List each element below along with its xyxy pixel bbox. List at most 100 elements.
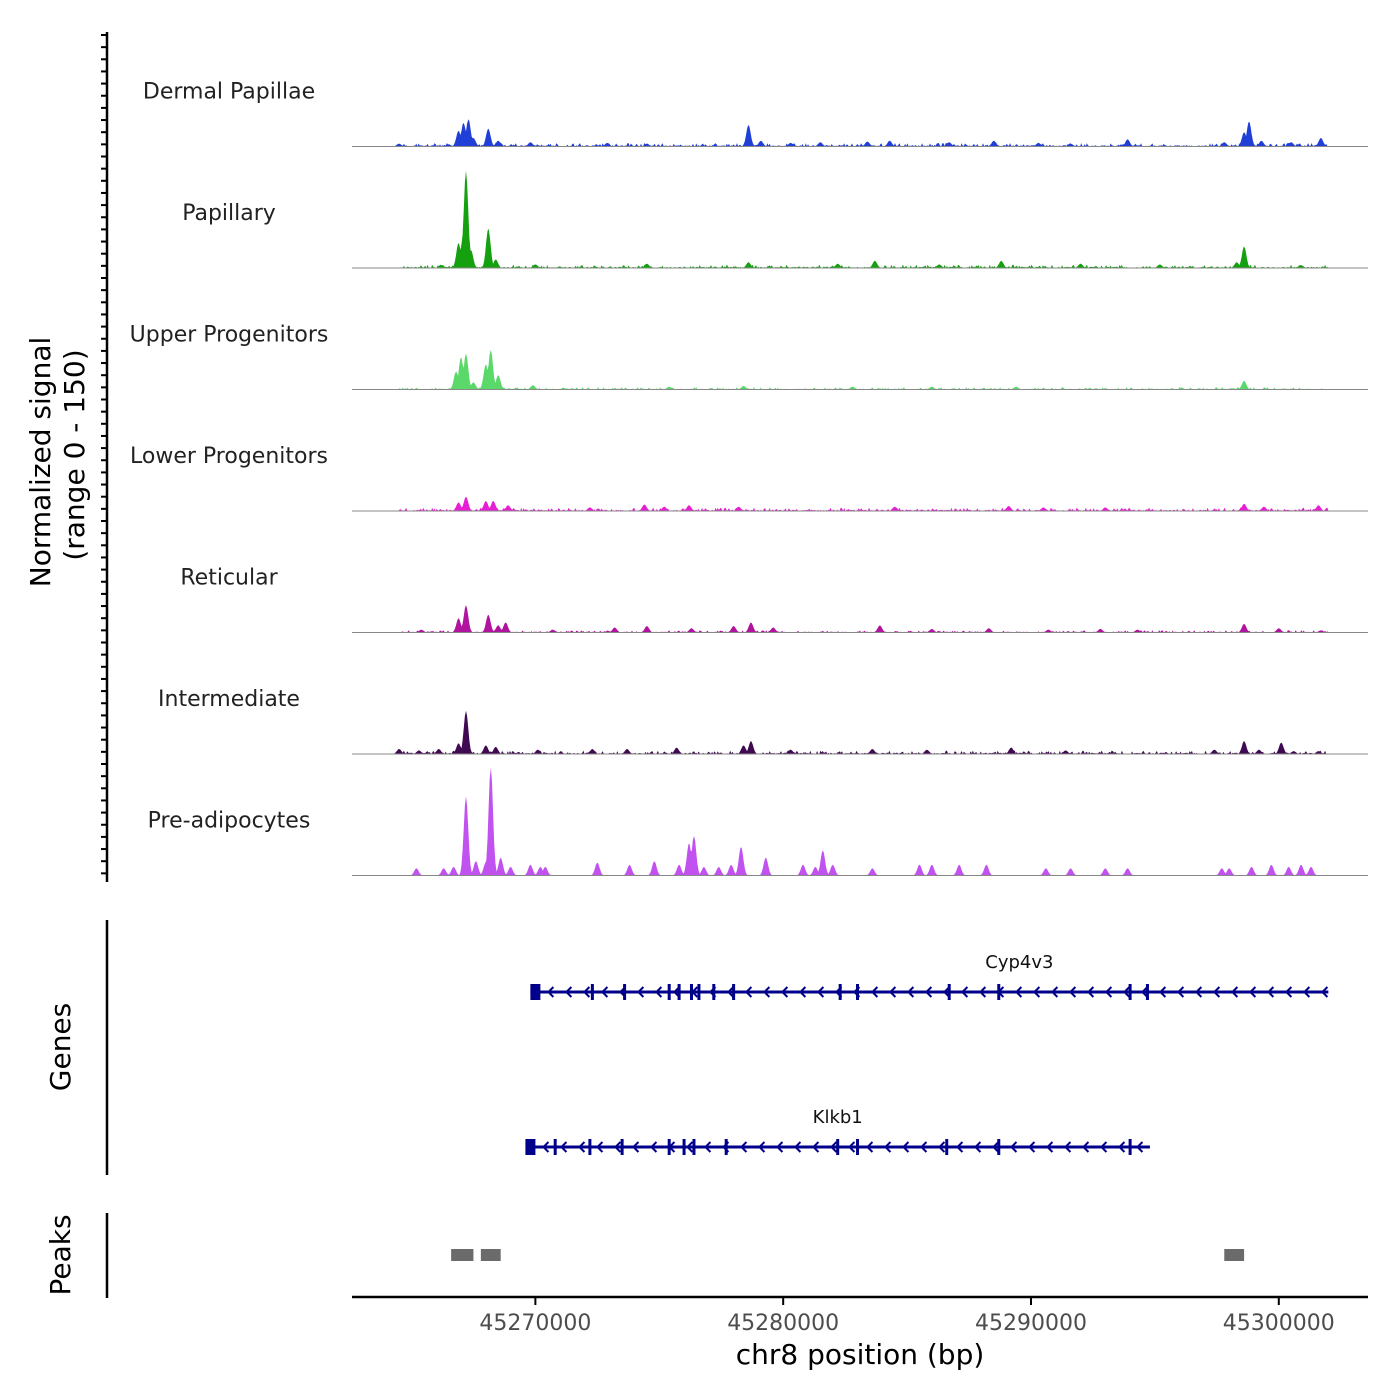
peaks-panel-label: Peaks: [44, 1214, 77, 1295]
strand-arrow: [583, 986, 591, 998]
exon: [689, 984, 693, 1000]
track-label: Papillary: [182, 201, 276, 226]
strand-arrow: [871, 986, 879, 998]
strand-arrow: [1177, 986, 1185, 998]
strand-arrow: [925, 986, 933, 998]
x-tick-label: 45290000: [975, 1311, 1087, 1336]
strand-arrow: [1267, 986, 1275, 998]
exon: [997, 984, 1001, 1000]
strand-arrow: [938, 1141, 946, 1153]
x-tick-label: 45300000: [1223, 1311, 1335, 1336]
exon: [856, 1139, 860, 1155]
called-peak: [451, 1249, 474, 1261]
signal-area: [352, 349, 1368, 390]
exon: [530, 984, 541, 1000]
signal-area: [352, 605, 1368, 633]
exon: [590, 984, 594, 1000]
strand-arrow: [632, 1141, 640, 1153]
strand-arrow: [920, 1141, 928, 1153]
strand-arrow: [1159, 986, 1167, 998]
strand-arrow: [781, 986, 789, 998]
track-pre-adipocytes: Pre-adipocytes: [148, 767, 1368, 876]
strand-arrow: [1285, 986, 1293, 998]
exon: [947, 984, 951, 1000]
exon: [692, 1139, 696, 1155]
strand-arrow: [1069, 986, 1077, 998]
strand-arrow: [1136, 1141, 1144, 1153]
strand-arrow: [655, 986, 663, 998]
strand-arrow: [961, 986, 969, 998]
strand-arrow: [866, 1141, 874, 1153]
strand-arrow: [650, 1141, 658, 1153]
strand-arrow: [565, 986, 573, 998]
called-peak: [480, 1249, 501, 1261]
strand-arrow: [758, 1141, 766, 1153]
track-lower-progenitors: Lower Progenitors: [130, 444, 1368, 512]
strand-arrow: [974, 1141, 982, 1153]
strand-arrow: [1100, 1141, 1108, 1153]
strand-arrow: [1231, 986, 1239, 998]
track-intermediate: Intermediate: [158, 687, 1368, 755]
strand-arrow: [1082, 1141, 1090, 1153]
strand-arrow: [578, 1141, 586, 1153]
track-label: Intermediate: [158, 687, 300, 712]
exon: [553, 1139, 557, 1155]
exon: [1145, 984, 1149, 1000]
strand-arrow: [907, 986, 915, 998]
strand-arrow: [848, 1141, 856, 1153]
strand-arrow: [542, 1141, 550, 1153]
exon: [945, 1139, 949, 1155]
signal-area: [352, 710, 1368, 754]
exon: [1128, 1139, 1132, 1155]
strand-arrow: [1321, 986, 1329, 998]
strand-arrow: [799, 986, 807, 998]
signal-area: [352, 496, 1368, 511]
strand-arrow: [1064, 1141, 1072, 1153]
signal-area: [352, 119, 1368, 147]
exon: [682, 1139, 686, 1155]
strand-arrow: [776, 1141, 784, 1153]
strand-arrow: [1195, 986, 1203, 998]
exon: [667, 984, 671, 1000]
exon: [836, 1139, 840, 1155]
strand-arrow: [884, 1141, 892, 1153]
track-label: Dermal Papillae: [143, 80, 315, 105]
strand-arrow: [1010, 1141, 1018, 1153]
strand-arrow: [1087, 986, 1095, 998]
strand-arrow: [1118, 1141, 1126, 1153]
strand-arrow: [830, 1141, 838, 1153]
strand-arrow: [1303, 986, 1311, 998]
called-peak: [1224, 1249, 1245, 1261]
gene-klkb1: Klkb1: [525, 1107, 1150, 1155]
x-tick-label: 45280000: [727, 1311, 839, 1336]
signal-area: [352, 170, 1368, 268]
track-reticular: Reticular: [180, 566, 1368, 633]
strand-arrow: [979, 986, 987, 998]
exon: [997, 1139, 1001, 1155]
strand-arrow: [596, 1141, 604, 1153]
strand-arrow: [902, 1141, 910, 1153]
strand-arrow: [547, 986, 555, 998]
exon: [838, 984, 842, 1000]
track-label: Pre-adipocytes: [148, 809, 311, 834]
gene-models: Cyp4v3 Klkb1: [525, 952, 1329, 1155]
strand-arrow: [1051, 986, 1059, 998]
exon: [623, 984, 627, 1000]
gene-label: Klkb1: [813, 1107, 863, 1128]
strand-arrow: [1046, 1141, 1054, 1153]
gene-label: Cyp4v3: [985, 952, 1053, 973]
exon: [677, 984, 681, 1000]
strand-arrow: [1213, 986, 1221, 998]
gene-cyp4v3: Cyp4v3: [530, 952, 1329, 1000]
strand-arrow: [560, 1141, 568, 1153]
strand-arrow: [1015, 986, 1023, 998]
strand-arrow: [1249, 986, 1257, 998]
called-peaks: [451, 1249, 1245, 1261]
signal-y-ticks: [101, 34, 107, 875]
y-axis-title-line1: Normalized signal: [24, 337, 57, 588]
y-axis-title-line2: (range 0 - 150): [58, 349, 91, 560]
x-axis-title: chr8 position (bp): [736, 1338, 985, 1371]
strand-arrow: [614, 1141, 622, 1153]
track-upper-progenitors: Upper Progenitors: [130, 323, 1368, 390]
